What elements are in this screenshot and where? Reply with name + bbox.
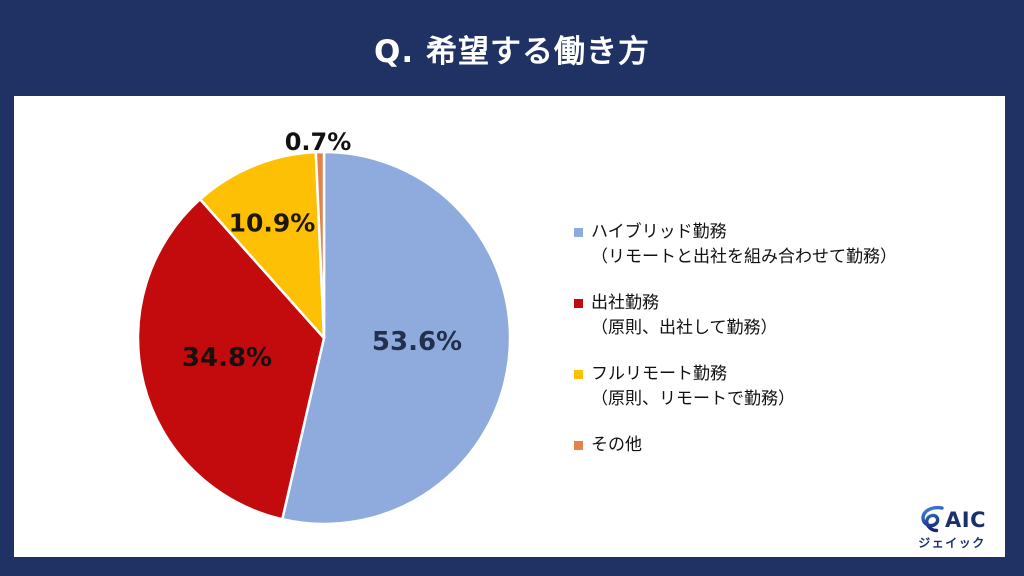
legend-swatch-icon — [574, 370, 583, 379]
legend-label-sub: （リモートと出社を組み合わせて勤務） — [591, 247, 897, 267]
pie-value-label-4: 0.7% — [285, 128, 352, 156]
pie-slice-1 — [281, 150, 512, 526]
chart-panel: 53.6% 34.8% 10.9% 0.7% ハイブリッド勤務 （リモートと出社を組み合… — [14, 96, 1005, 557]
legend-label-main: 出社勤務 — [591, 293, 659, 313]
legend-label-2: 出社勤務 （原則、出社して勤務） — [591, 291, 778, 341]
legend-item-4: その他 — [574, 433, 994, 458]
pie-slice-3 — [198, 150, 326, 340]
pie-chart: 53.6% 34.8% 10.9% 0.7% — [136, 128, 512, 526]
pie-value-label-1: 53.6% — [372, 327, 462, 357]
legend-label-main: ハイブリッド勤務 — [591, 222, 727, 242]
legend-label-sub: （原則、リモートで勤務） — [591, 389, 795, 409]
legend-label-sub: （原則、出社して勤務） — [591, 318, 778, 338]
legend-swatch-icon — [574, 228, 583, 237]
jaic-logo-j-swirl-icon — [921, 505, 944, 533]
jaic-logo: AIC ジェイック — [905, 505, 999, 551]
legend-label-3: フルリモート勤務 （原則、リモートで勤務） — [591, 362, 795, 412]
page-title: Q. 希望する働き方 — [374, 33, 650, 70]
legend-swatch-icon — [574, 299, 583, 308]
pie-slice-2 — [136, 198, 326, 521]
jaic-logo-subtext: ジェイック — [918, 536, 986, 550]
chart-legend: ハイブリッド勤務 （リモートと出社を組み合わせて勤務） 出社勤務 （原則、出社して勤務… — [574, 220, 994, 479]
title-bar: Q. 希望する働き方 — [0, 0, 1024, 96]
pie-value-label-2: 34.8% — [182, 343, 272, 373]
legend-item-2: 出社勤務 （原則、出社して勤務） — [574, 291, 994, 341]
jaic-logo-text: AIC — [945, 508, 986, 532]
legend-item-3: フルリモート勤務 （原則、リモートで勤務） — [574, 362, 994, 412]
legend-swatch-icon — [574, 441, 583, 450]
jaic-logo-top: AIC — [905, 505, 999, 535]
legend-label-main: その他 — [591, 435, 642, 455]
legend-label-4: その他 — [591, 433, 642, 458]
legend-label-1: ハイブリッド勤務 （リモートと出社を組み合わせて勤務） — [591, 220, 897, 270]
legend-label-main: フルリモート勤務 — [591, 364, 727, 384]
pie-value-label-3: 10.9% — [229, 209, 316, 238]
legend-item-1: ハイブリッド勤務 （リモートと出社を組み合わせて勤務） — [574, 220, 994, 270]
pie-slice-4 — [314, 150, 326, 340]
